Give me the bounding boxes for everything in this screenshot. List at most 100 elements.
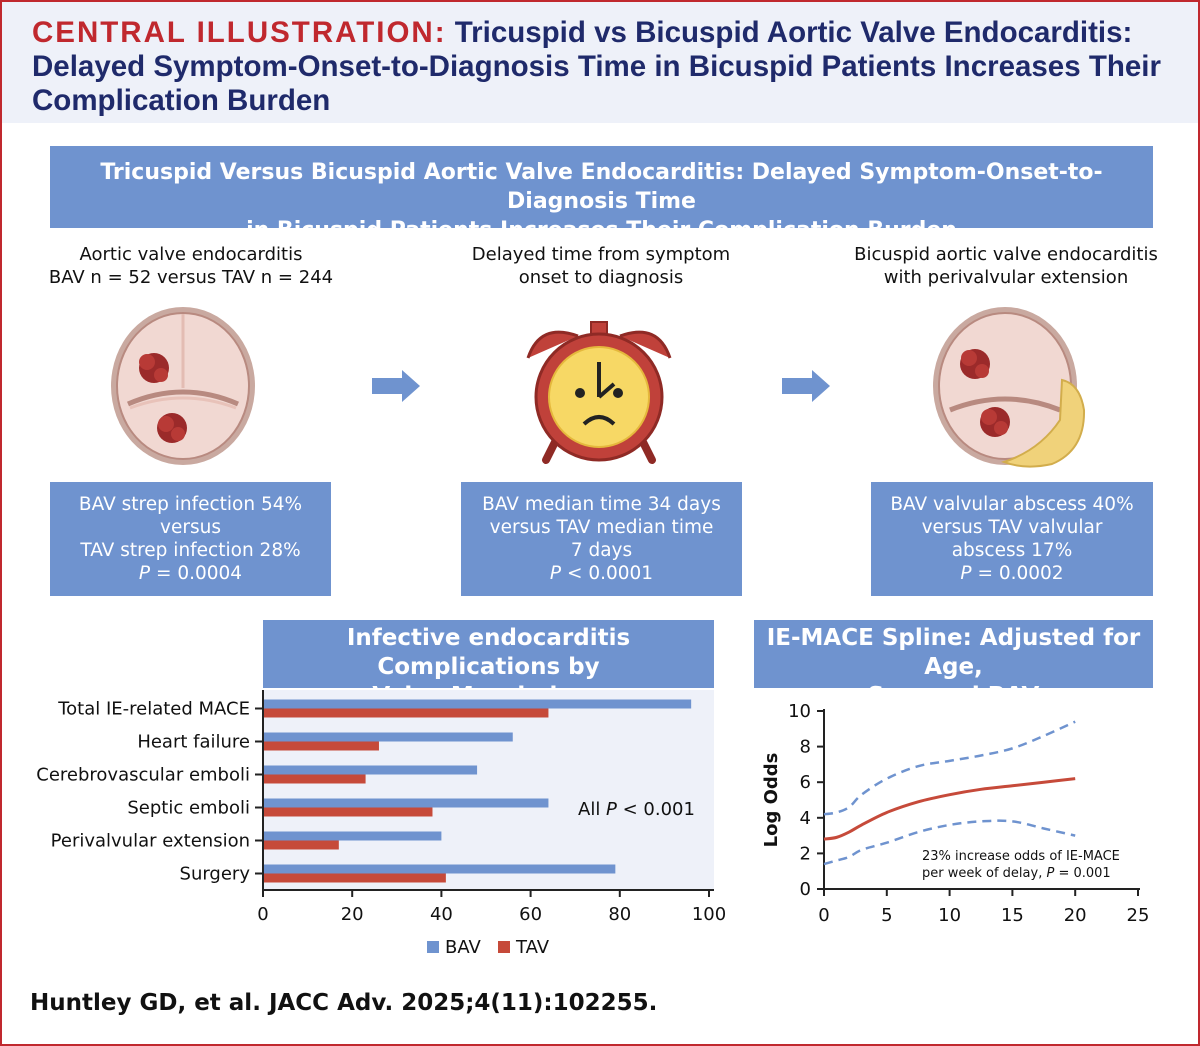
bar-tav <box>264 708 549 718</box>
spline-y-tick-label: 0 <box>800 879 811 900</box>
legend-label-bav: BAV <box>445 937 482 958</box>
stat-box-abscess-line2: versus TAV valvular <box>921 517 1103 538</box>
bar-x-tick-label: 0 <box>257 904 268 925</box>
bar-category-label: Perivalvular extension <box>51 831 250 852</box>
column-title-1-line1: Aortic valve endocarditis <box>79 244 303 265</box>
bar-bav <box>264 732 513 742</box>
stat-box-strep-p-value: = 0.0004 <box>155 563 243 584</box>
bar-chart-legend: BAV TAV <box>427 937 550 958</box>
column-title-2: Delayed time from symptom onset to diagn… <box>441 243 761 289</box>
bar-chart: Total IE-related MACE Heart failure Cerebr… <box>36 690 726 958</box>
stat-box-strep-line1: BAV strep infection 54% <box>78 494 303 515</box>
bar-tav <box>264 807 433 817</box>
right-arrow-icon-1 <box>372 370 420 402</box>
spline-x-tick-label: 5 <box>881 905 892 926</box>
bar-chart-plot-area <box>263 690 714 890</box>
bar-category-label: Septic emboli <box>127 798 250 819</box>
bar-tav <box>264 741 379 751</box>
bar-category-label: Total IE-related MACE <box>57 699 250 720</box>
bar-category-label: Surgery <box>180 864 251 885</box>
spline-y-tick-label: 6 <box>800 772 811 793</box>
stat-box-delay-line2: versus TAV median time <box>489 517 714 538</box>
bar-bav <box>264 699 692 709</box>
main-banner-line1: Tricuspid Versus Bicuspid Aortic Valve E… <box>100 160 1103 214</box>
right-arrow-icon-2 <box>782 370 830 402</box>
spline-chart-title-line1: IE-MACE Spline: Adjusted for Age, <box>766 625 1141 680</box>
stat-box-abscess: BAV valvular abscess 40% versus TAV valv… <box>871 482 1153 596</box>
header-title: CENTRAL ILLUSTRATION: Tricuspid vs Bicus… <box>32 16 1182 118</box>
bar-bav <box>264 864 616 874</box>
main-banner-line2: in Bicuspid Patients Increases Their Com… <box>246 218 957 243</box>
spline-upper-line <box>823 720 1076 816</box>
spline-y-tick-label: 10 <box>788 701 811 722</box>
column-title-3: Bicuspid aortic valve endocarditis with … <box>846 243 1166 289</box>
bar-bav <box>264 765 478 775</box>
spline-x-tick-label: 25 <box>1127 905 1150 926</box>
bar-x-tick-label: 80 <box>608 904 631 925</box>
stat-box-abscess-line3: abscess 17% <box>951 540 1073 561</box>
column-title-3-line1: Bicuspid aortic valve endocarditis <box>854 244 1158 265</box>
stat-box-delay-p-value: < 0.0001 <box>566 563 654 584</box>
spline-y-tick-label: 8 <box>800 737 811 758</box>
column-title-1: Aortic valve endocarditis BAV n = 52 ver… <box>31 243 351 289</box>
stat-box-abscess-p-label: P <box>960 563 972 584</box>
spline-x-tick-label: 10 <box>938 905 961 926</box>
spline-lower-line <box>823 819 1076 866</box>
stat-box-delay-p-label: P <box>549 563 562 584</box>
spline-chart: 0 2 4 6 8 10 0 5 10 15 20 25 Log Odds 23% increase … <box>761 701 1150 926</box>
spline-y-axis-label: Log Odds <box>761 753 782 848</box>
spline-x-tick-label: 0 <box>818 905 829 926</box>
spline-annotation-line1: 23% increase odds of IE-MACE <box>922 849 1120 864</box>
bar-category-label: Cerebrovascular emboli <box>36 765 250 786</box>
icons-row <box>111 307 1086 468</box>
column-title-3-line2: with perivalvular extension <box>883 267 1129 288</box>
header-title-text: Tricuspid vs Bicuspid Aortic Valve Endoc… <box>32 16 1161 117</box>
aortic-valve-vegetation-icon <box>111 307 255 465</box>
bar-tav <box>264 774 366 784</box>
spline-annotation-line2: per week of delay, P = 0.001 <box>922 866 1111 881</box>
stat-box-strep-line2: versus <box>160 517 221 538</box>
spline-x-tick-label: 15 <box>1001 905 1024 926</box>
stat-box-delay-p: P < 0.0001 <box>550 562 653 585</box>
bar-tav <box>264 840 339 850</box>
bar-x-tick-label: 100 <box>692 904 726 925</box>
bar-tav <box>264 873 446 883</box>
spline-x-tick-label: 20 <box>1064 905 1087 926</box>
stat-box-delay: BAV median time 34 days versus TAV media… <box>461 482 742 596</box>
bar-bav <box>264 798 549 808</box>
spline-chart-title-line2: Sex, and BAV <box>867 683 1040 709</box>
header: CENTRAL ILLUSTRATION: Tricuspid vs Bicus… <box>2 2 1198 123</box>
stat-box-abscess-p: P = 0.0002 <box>960 562 1063 585</box>
bar-x-tick-label: 60 <box>519 904 542 925</box>
citation: Huntley GD, et al. JACC Adv. 2025;4(11):… <box>30 990 658 1016</box>
legend-label-tav: TAV <box>515 937 550 958</box>
spline-chart-title: IE-MACE Spline: Adjusted for Age, Sex, a… <box>754 620 1153 709</box>
bar-chart-title-line1: Infective endocarditis Complications by <box>346 625 631 680</box>
column-title-2-line1: Delayed time from symptom <box>471 244 731 265</box>
column-title-2-line2: onset to diagnosis <box>518 267 684 288</box>
stat-box-strep-p-label: P <box>138 563 151 584</box>
alarm-clock-sad-icon <box>526 321 672 464</box>
bar-x-tick-label: 20 <box>341 904 364 925</box>
spline-estimate-line <box>823 777 1076 841</box>
stat-box-abscess-p-value: = 0.0002 <box>977 563 1064 584</box>
stat-box-strep: BAV strep infection 54% versus TAV strep… <box>50 482 331 596</box>
column-title-1-line2: BAV n = 52 versus TAV n = 244 <box>48 267 334 288</box>
spline-y-tick-label: 4 <box>800 808 811 829</box>
legend-swatch-bav <box>427 941 439 953</box>
stat-box-delay-line3: 7 days <box>570 540 633 561</box>
main-banner: Tricuspid Versus Bicuspid Aortic Valve E… <box>50 146 1153 243</box>
bicuspid-valve-abscess-icon <box>933 307 1086 468</box>
legend-swatch-tav <box>498 941 510 953</box>
header-label: CENTRAL ILLUSTRATION: <box>32 16 447 49</box>
bar-x-tick-label: 40 <box>430 904 453 925</box>
spline-y-tick-label: 2 <box>800 843 811 864</box>
stat-box-strep-line3: TAV strep infection 28% <box>80 540 301 561</box>
bar-chart-title: Infective endocarditis Complications by … <box>263 620 714 709</box>
bar-chart-annotation: All P < 0.001 <box>578 799 695 820</box>
stat-box-strep-p: P = 0.0004 <box>139 562 242 585</box>
bar-bav <box>264 831 442 841</box>
stat-box-abscess-line1: BAV valvular abscess 40% <box>890 494 1134 515</box>
stat-box-delay-line1: BAV median time 34 days <box>482 494 721 515</box>
